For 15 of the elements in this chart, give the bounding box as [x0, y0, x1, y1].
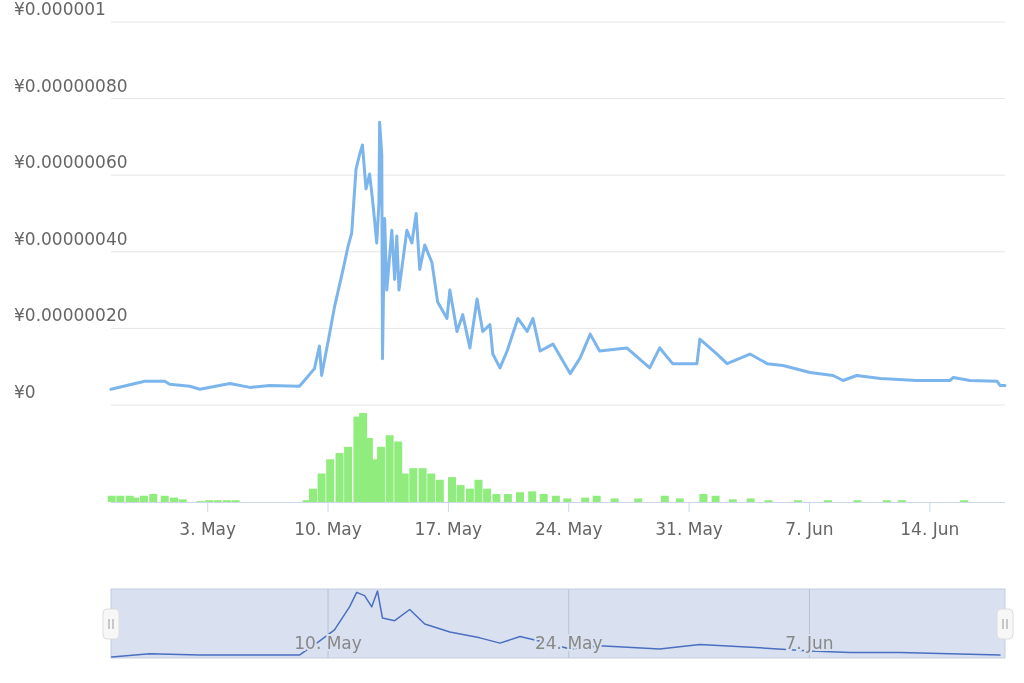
x-tick-label: 10. May — [294, 633, 362, 653]
x-tick-label: 7. Jun — [785, 633, 834, 653]
y-tick-label: ¥0.000001 — [14, 0, 106, 19]
x-tick-label: 31. May — [655, 519, 723, 539]
x-tick-label: 14. Jun — [900, 519, 960, 539]
x-tick-label: 3. May — [179, 519, 237, 539]
y-tick-label: ¥0 — [14, 382, 36, 402]
y-tick-label: ¥0.00000060 — [14, 152, 128, 173]
y-tick-label: ¥0.00000040 — [14, 228, 128, 249]
y-tick-label: ¥0.00000080 — [14, 75, 128, 96]
x-tick-label: 17. May — [414, 519, 483, 539]
x-tick-label: 24. May — [534, 519, 603, 539]
x-tick-label: 7. Jun — [785, 519, 834, 539]
y-tick-label: ¥0.00000020 — [14, 305, 128, 326]
x-tick-label: 10. May — [294, 519, 362, 539]
